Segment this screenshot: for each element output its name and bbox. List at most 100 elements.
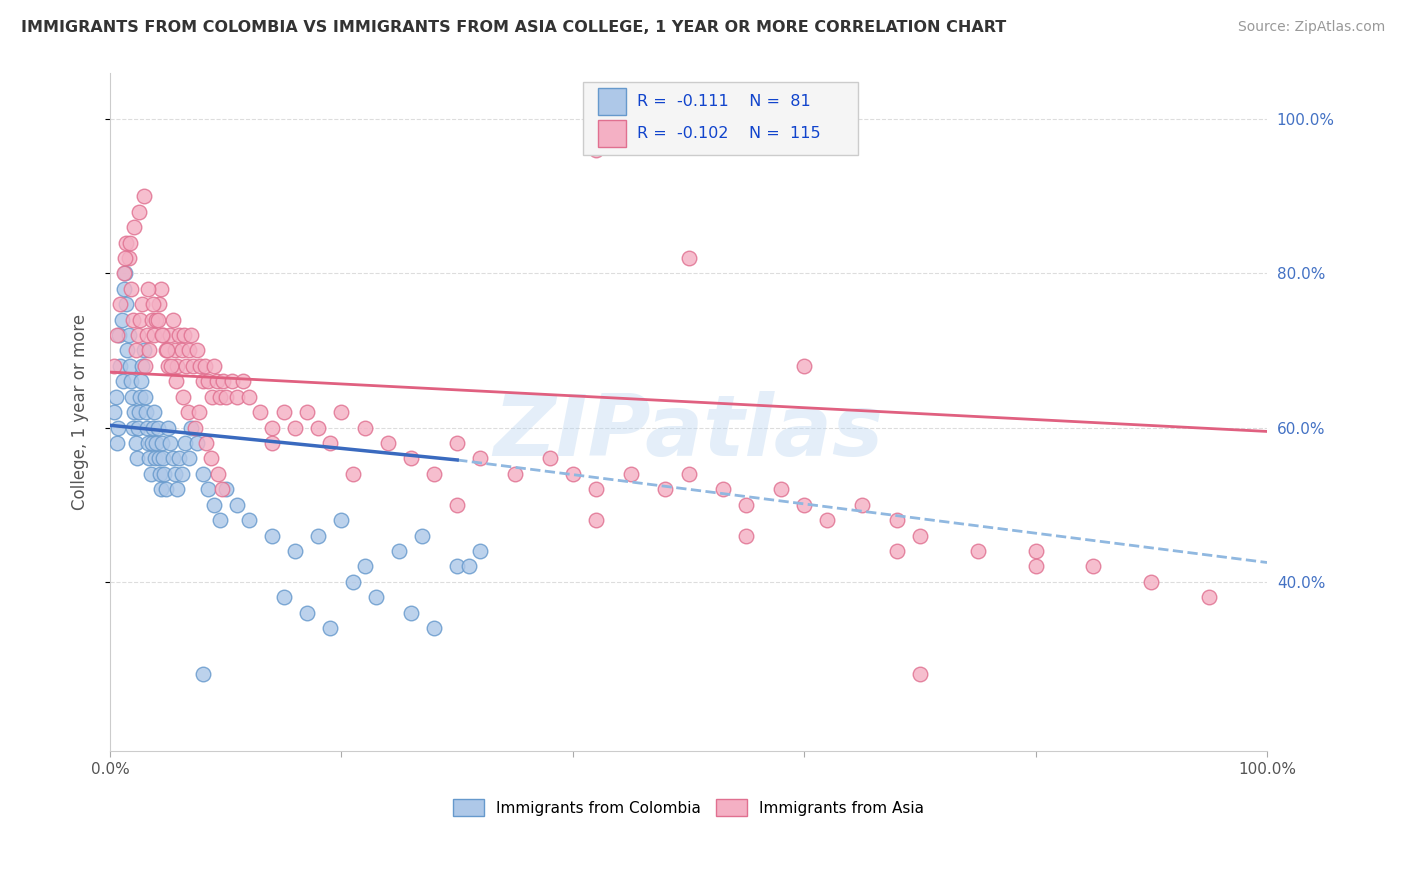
Point (148, 451, 170, 466)
Point (470, 544, 492, 558)
Point (159, 436, 181, 450)
Point (152, 328, 174, 343)
Point (169, 451, 191, 466)
Point (170, 467, 193, 481)
Point (110, 297, 132, 311)
Point (226, 498, 249, 512)
Point (122, 312, 145, 326)
Point (678, 467, 700, 481)
Point (232, 375, 254, 389)
Point (146, 312, 169, 326)
Point (156, 420, 179, 434)
Point (307, 528, 329, 542)
Point (793, 359, 815, 373)
Point (211, 482, 233, 496)
Point (142, 297, 165, 311)
Y-axis label: College, 1 year or more: College, 1 year or more (72, 314, 89, 510)
Point (129, 312, 152, 326)
Point (423, 467, 446, 481)
Point (183, 420, 205, 434)
Point (118, 359, 141, 373)
Point (319, 436, 342, 450)
Point (260, 436, 283, 450)
Point (770, 482, 793, 496)
Point (173, 328, 195, 343)
Point (127, 328, 149, 343)
Point (180, 328, 202, 343)
Point (191, 467, 214, 481)
Point (114, 251, 136, 265)
Point (886, 544, 908, 558)
Point (200, 451, 222, 466)
Point (176, 359, 198, 373)
Point (112, 267, 135, 281)
Point (815, 513, 838, 527)
Point (388, 544, 411, 558)
Point (1140, 574, 1163, 589)
Point (399, 606, 422, 620)
Point (330, 405, 353, 419)
Point (1083, 559, 1105, 574)
Point (143, 405, 166, 419)
Point (125, 451, 148, 466)
Point (149, 467, 172, 481)
Point (273, 405, 295, 419)
Point (208, 390, 231, 404)
Point (208, 513, 231, 527)
Point (149, 482, 172, 496)
Point (132, 343, 155, 358)
Point (1198, 590, 1220, 604)
Point (585, 482, 607, 496)
Point (202, 359, 225, 373)
Point (138, 343, 160, 358)
Point (103, 405, 125, 419)
Point (131, 375, 153, 389)
Point (886, 513, 908, 527)
Point (503, 467, 526, 481)
Point (176, 405, 198, 419)
Point (446, 436, 468, 450)
Point (124, 436, 146, 450)
Point (107, 420, 129, 434)
Point (150, 436, 173, 450)
Point (342, 467, 364, 481)
Point (155, 482, 177, 496)
Point (307, 420, 329, 434)
Point (446, 559, 468, 574)
Point (111, 375, 134, 389)
Point (186, 436, 208, 450)
Point (138, 451, 160, 466)
Point (457, 559, 479, 574)
Point (146, 420, 169, 434)
Point (170, 343, 193, 358)
Point (110, 359, 132, 373)
Point (470, 451, 492, 466)
Point (136, 436, 159, 450)
Point (141, 436, 163, 450)
Point (136, 420, 159, 434)
Point (1025, 559, 1047, 574)
Point (284, 420, 307, 434)
Point (191, 667, 214, 681)
Point (165, 375, 187, 389)
Point (260, 528, 283, 542)
Point (399, 451, 422, 466)
Point (166, 482, 188, 496)
Point (136, 282, 159, 296)
Point (284, 544, 307, 558)
Point (197, 375, 219, 389)
Point (129, 390, 152, 404)
Point (353, 559, 375, 574)
Point (150, 328, 173, 343)
Point (162, 312, 184, 326)
Point (128, 204, 150, 219)
Point (105, 328, 128, 343)
Point (163, 343, 186, 358)
Point (561, 467, 583, 481)
Point (162, 451, 184, 466)
Point (172, 390, 194, 404)
Point (188, 405, 211, 419)
Point (136, 328, 159, 343)
Point (115, 297, 138, 311)
Point (423, 621, 446, 635)
